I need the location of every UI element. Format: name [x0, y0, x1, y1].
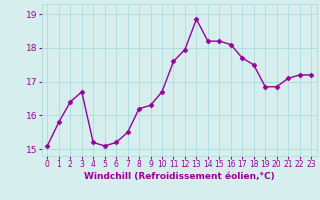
- X-axis label: Windchill (Refroidissement éolien,°C): Windchill (Refroidissement éolien,°C): [84, 172, 275, 181]
